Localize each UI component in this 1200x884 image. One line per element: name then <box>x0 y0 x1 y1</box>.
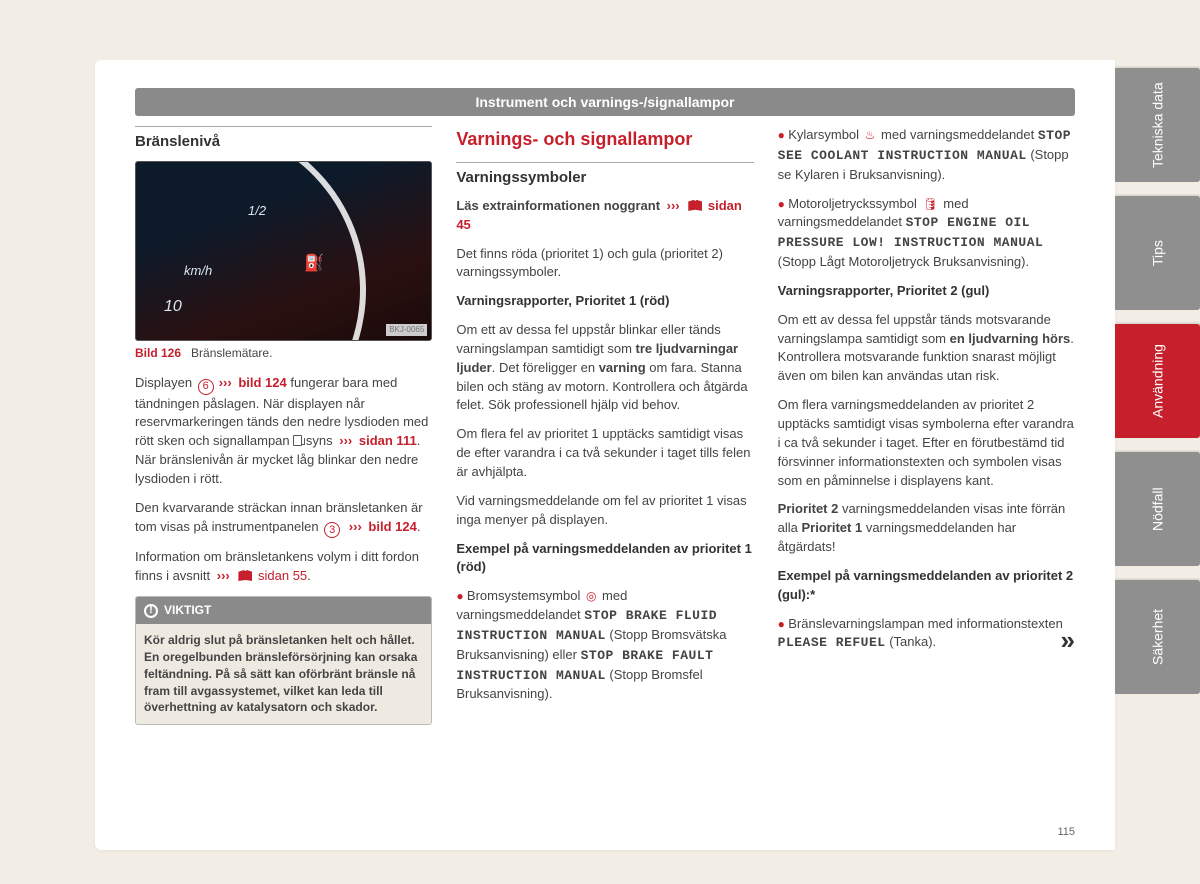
t: Prioritet 1 <box>802 520 863 535</box>
important-label: VIKTIGT <box>164 602 211 619</box>
ref-circle-6: 6 <box>198 379 214 395</box>
ref-arrows-icon <box>664 198 683 213</box>
rule <box>456 162 753 163</box>
t: Prioritet 2 <box>778 501 839 516</box>
manual-page: Instrument och varnings-/signallampor Br… <box>95 60 1115 850</box>
important-box: ! VIKTIGT Kör aldrig slut på bränsletank… <box>135 596 432 725</box>
col3-p3: Prioritet 2 varningsmeddelanden visas in… <box>778 500 1075 557</box>
ref-arrows-icon <box>336 433 355 448</box>
tab-tekniska-data[interactable]: Tekniska data <box>1115 68 1200 182</box>
bullet-coolant: Kylarsymbol ♨ med varningsmeddelandet ST… <box>778 126 1075 185</box>
t: Bromsystemsymbol <box>467 588 584 603</box>
t: varning <box>599 360 646 375</box>
t: Läs extrainformationen noggrant <box>456 198 663 213</box>
figure-caption: Bild 126 Bränslemätare. <box>135 345 432 362</box>
col3-p2: Om flera varningsmeddelanden av priorite… <box>778 396 1075 490</box>
fuel-pump-icon: ⛽ <box>304 252 324 275</box>
ref-bild-124-b[interactable]: bild 124 <box>368 519 416 534</box>
t: Displayen <box>135 375 196 390</box>
column-3: Kylarsymbol ♨ med varningsmeddelandet ST… <box>778 126 1075 725</box>
speed-10: 10 <box>164 295 182 318</box>
col2-p3: Om ett av dessa fel uppstår blinkar elle… <box>456 321 753 415</box>
page-header: Instrument och varnings-/signallampor <box>135 88 1075 116</box>
col3-p1: Om ett av dessa fel uppstår tänds motsva… <box>778 311 1075 386</box>
col1-p2: Den kvarvarande sträckan innan bränsleta… <box>135 499 432 538</box>
oil-symbol-icon: 🛢 <box>922 196 937 213</box>
book-icon <box>238 570 252 581</box>
important-body: Kör aldrig slut på bränsletanken helt oc… <box>136 624 431 724</box>
col2-p4: Om flera fel av prioritet 1 upptäcks sam… <box>456 425 753 482</box>
column-1: Bränslenivå km/h 10 1/2 ⛽ BKJ-0065 Bild … <box>135 126 432 725</box>
continuation-icon: » <box>1061 633 1075 649</box>
tab-tips[interactable]: Tips <box>1115 196 1200 310</box>
t: syns <box>302 433 336 448</box>
t: Kylarsymbol <box>788 127 862 142</box>
figure-number: Bild 126 <box>135 346 181 360</box>
priority1-heading: Varningsrapporter, Prioritet 1 (röd) <box>456 292 753 311</box>
figure-caption-text: Bränslemätare. <box>191 346 272 360</box>
tab-anvandning[interactable]: Användning <box>1115 324 1200 438</box>
ref-sidan-55[interactable]: sidan 55 <box>258 568 307 583</box>
warning-symbols-heading: Varningssymboler <box>456 167 753 189</box>
fuel-gauge-figure: km/h 10 1/2 ⛽ BKJ-0065 <box>135 161 432 341</box>
priority2-heading: Varningsrapporter, Prioritet 2 (gul) <box>778 282 1075 301</box>
ref-arrows-icon <box>346 519 365 534</box>
brake-symbol-icon: ◎ <box>586 588 596 605</box>
bullet-oil: Motoroljetryckssymbol 🛢 med varningsmedd… <box>778 195 1075 272</box>
coolant-symbol-icon: ♨ <box>865 127 876 144</box>
content-columns: Bränslenivå km/h 10 1/2 ⛽ BKJ-0065 Bild … <box>135 126 1075 725</box>
t: med varningsmeddelandet <box>877 127 1037 142</box>
ref-bild-124[interactable]: bild 124 <box>238 375 286 390</box>
rule <box>135 126 432 127</box>
ref-arrows-icon <box>214 568 233 583</box>
t: Bränslevarningslampan med informationste… <box>788 616 1063 631</box>
col2-p2: Det finns röda (prioritet 1) och gula (p… <box>456 245 753 283</box>
page-number: 115 <box>1057 826 1075 838</box>
fuel-lamp-icon <box>293 435 302 446</box>
book-icon <box>688 200 702 211</box>
example-p1-heading: Exempel på varningsmeddelanden av priori… <box>456 540 753 578</box>
t: en ljudvarning hörs <box>950 331 1071 346</box>
t: . Det föreligger en <box>492 360 599 375</box>
col1-p1: Displayen 6 bild 124 fungerar bara med t… <box>135 374 432 489</box>
t: Motoroljetryckssymbol <box>788 196 920 211</box>
bullet-refuel: Bränslevarningslampan med informationste… <box>778 615 1075 654</box>
ref-circle-3: 3 <box>324 522 340 538</box>
t: (Stopp Lågt Motoroljetryck Bruksanvisnin… <box>778 254 1029 269</box>
example-p2-heading: Exempel på varningsmeddelanden av priori… <box>778 567 1075 605</box>
col2-p1: Läs extrainformationen noggrant sidan 45 <box>456 197 753 235</box>
t: . <box>307 568 311 583</box>
column-2: Varnings- och signallampor Varningssymbo… <box>456 126 753 725</box>
col1-p3: Information om bränsletankens volym i di… <box>135 548 432 586</box>
ref-sidan-111[interactable]: sidan 111 <box>359 433 417 448</box>
col2-p5: Vid varningsmeddelande om fel av priorit… <box>456 492 753 530</box>
t: (Tanka). <box>886 634 937 649</box>
warning-lamps-heading: Varnings- och signallampor <box>456 126 753 152</box>
tab-nodfall[interactable]: Nödfall <box>1115 452 1200 566</box>
t: . <box>417 519 421 534</box>
tab-sakerhet[interactable]: Säkerhet <box>1115 580 1200 694</box>
side-tabs: Tekniska data Tips Användning Nödfall Sä… <box>1115 68 1200 694</box>
important-header: ! VIKTIGT <box>136 597 431 624</box>
exclamation-icon: ! <box>144 604 158 618</box>
t: PLEASE REFUEL <box>778 635 886 650</box>
kmh-label: km/h <box>184 262 212 281</box>
figure-code: BKJ-0065 <box>386 324 427 336</box>
fuel-level-heading: Bränslenivå <box>135 131 432 153</box>
half-mark: 1/2 <box>248 202 266 221</box>
ref-arrows-icon <box>216 375 235 390</box>
bullet-brake: Bromsystemsymbol ◎ med varningsmeddeland… <box>456 587 753 704</box>
